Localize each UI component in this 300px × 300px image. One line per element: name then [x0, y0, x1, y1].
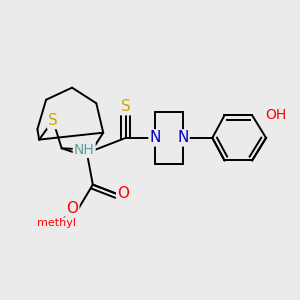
- Text: N: N: [177, 130, 189, 146]
- Text: methyl: methyl: [37, 218, 76, 228]
- Text: N: N: [149, 130, 161, 146]
- Text: S: S: [121, 99, 130, 114]
- Text: NH: NH: [74, 143, 94, 157]
- Text: OH: OH: [266, 108, 286, 122]
- Text: S: S: [48, 113, 58, 128]
- Text: O: O: [66, 201, 78, 216]
- Text: O: O: [117, 187, 129, 202]
